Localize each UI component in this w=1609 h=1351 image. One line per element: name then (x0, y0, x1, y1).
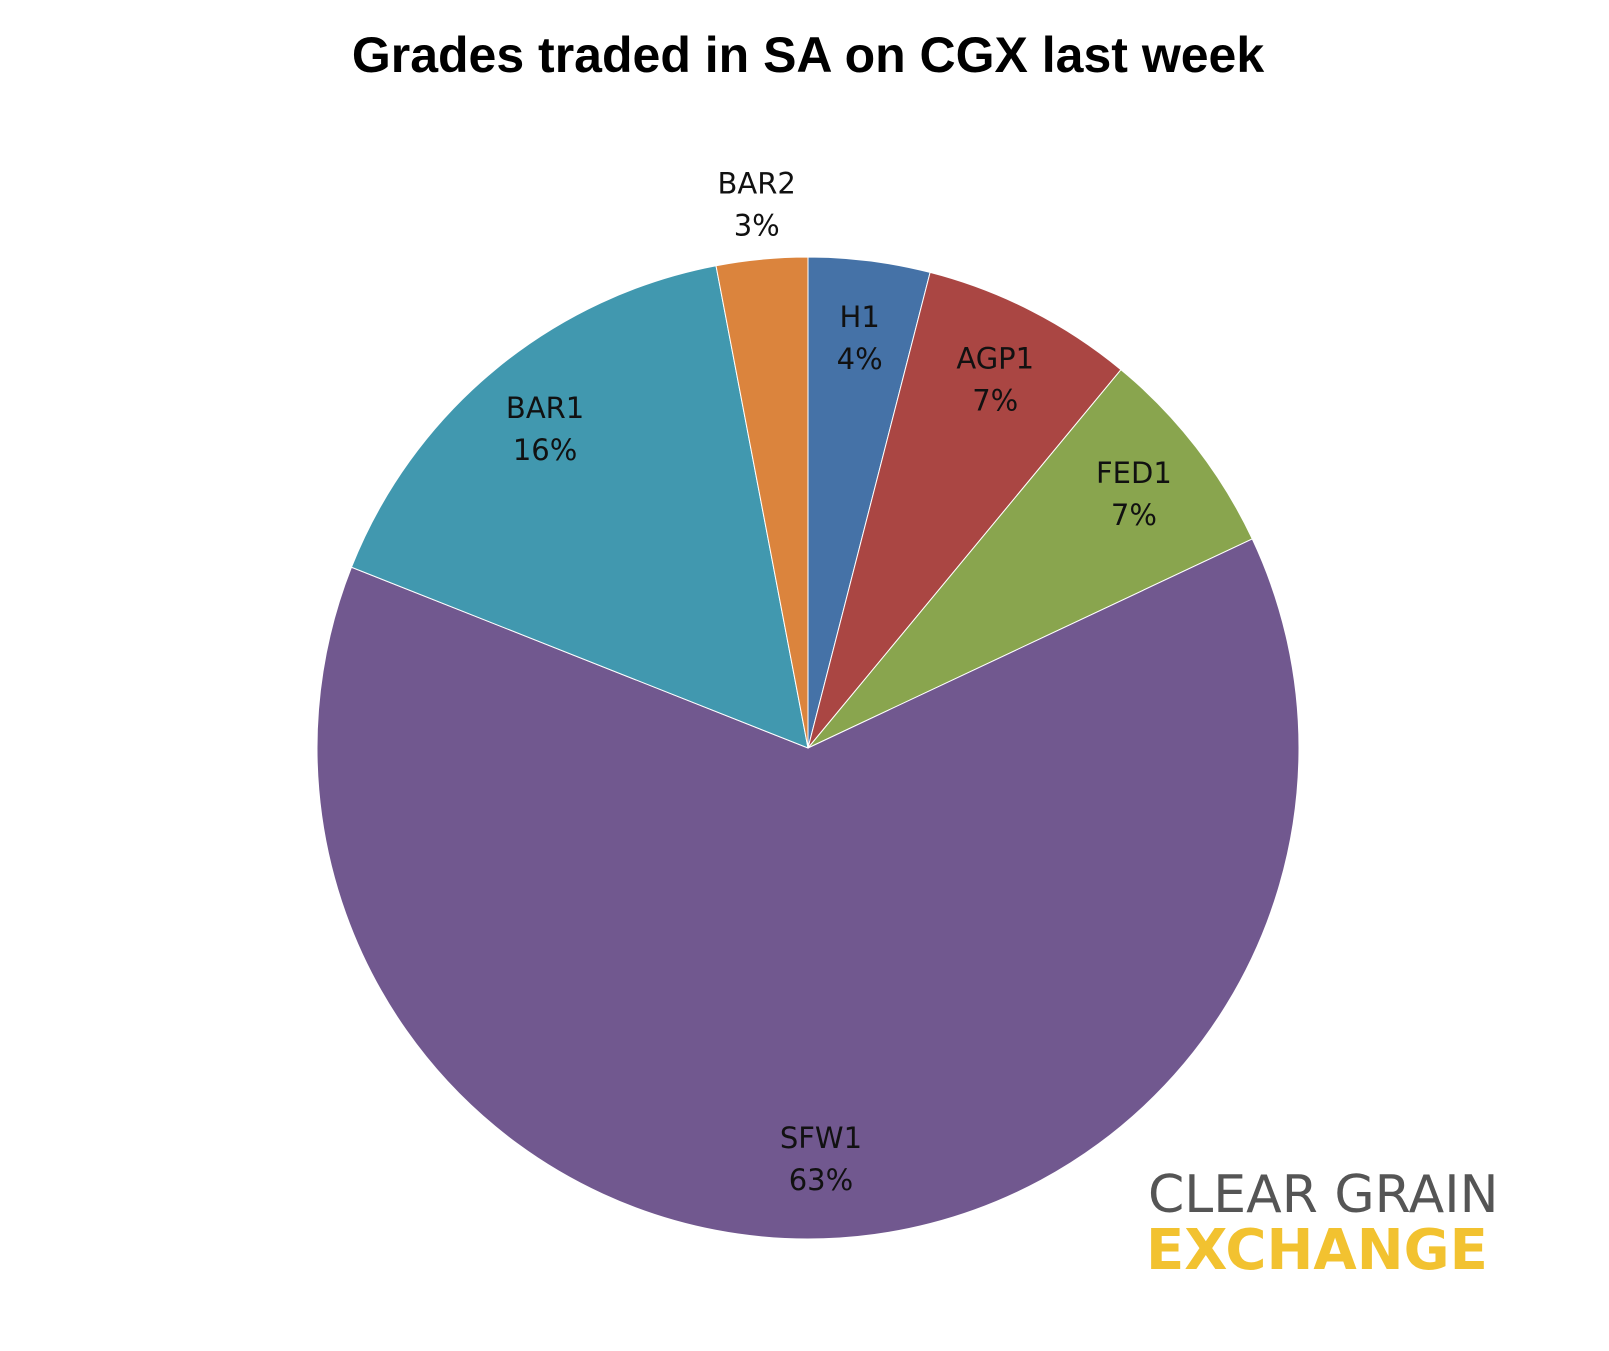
pie-slice (350, 265, 809, 749)
chart-title: Grades traded in SA on CGX last week (352, 27, 1264, 83)
slice-label: SFW1 (780, 1121, 862, 1155)
pie-slice (715, 256, 809, 749)
slice-value-label: 16% (513, 433, 577, 467)
slice-value-label: 63% (789, 1163, 853, 1197)
pie-slice (807, 271, 1122, 749)
logo-line2: EXCHANGE (1146, 1218, 1488, 1283)
slice-label: AGP1 (956, 342, 1034, 376)
slice-value-label: 3% (734, 208, 780, 242)
slice-label: H1 (840, 300, 880, 334)
slice-value-label: 7% (1111, 498, 1157, 532)
slice-label: BAR1 (506, 391, 584, 425)
slice-value-label: 7% (972, 384, 1018, 418)
slice-label: FED1 (1096, 456, 1172, 490)
pie-slice (316, 538, 1300, 1240)
pie-slice (807, 368, 1253, 749)
slice-value-label: 4% (837, 342, 883, 376)
logo-line1: CLEAR GRAIN (1148, 1165, 1499, 1225)
slice-label: BAR2 (718, 166, 796, 200)
